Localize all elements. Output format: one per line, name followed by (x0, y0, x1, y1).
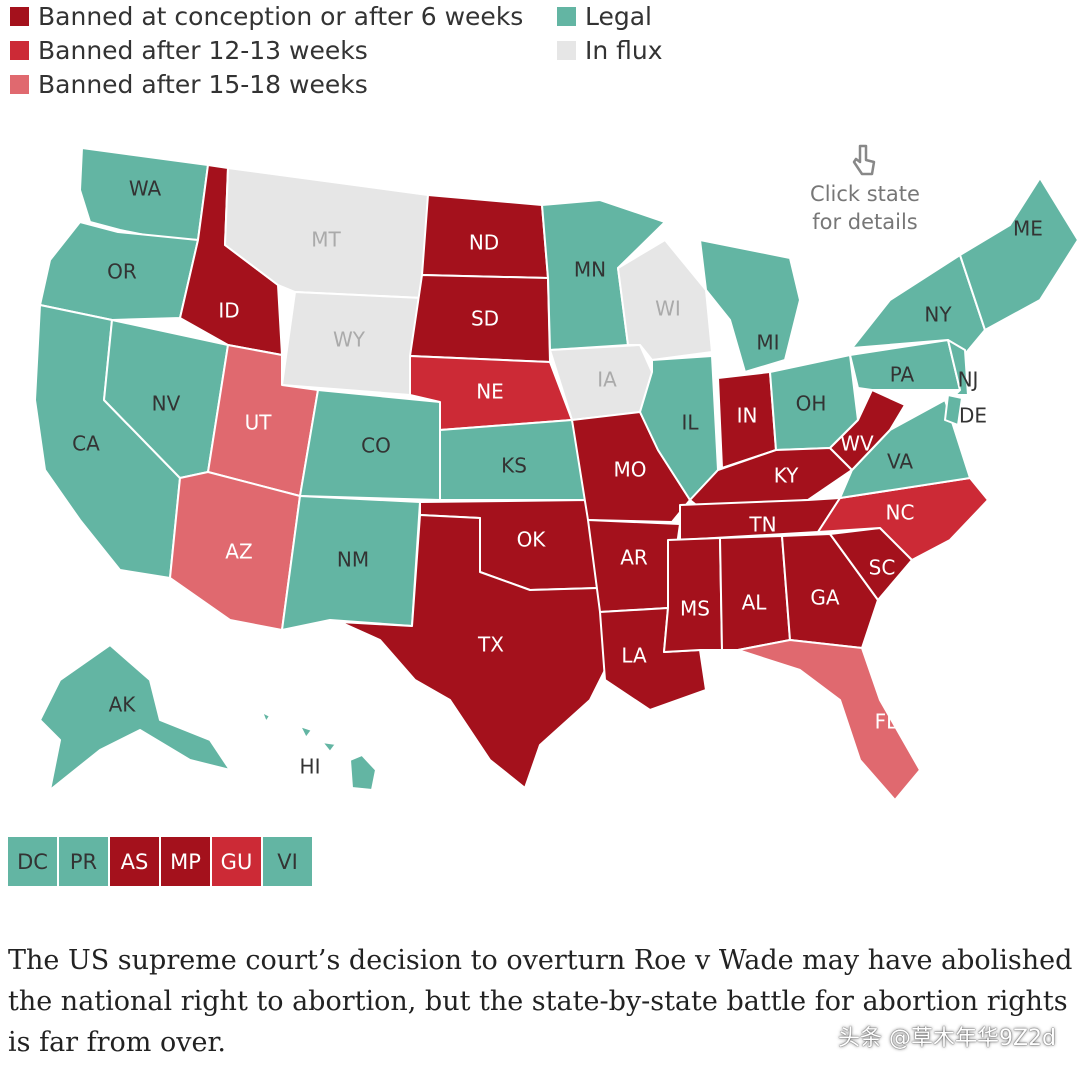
state-label-VA: VA (887, 450, 913, 474)
state-NJ[interactable] (947, 339, 969, 396)
legend-label: Banned at conception or after 6 weeks (38, 2, 524, 31)
state-labels: WA OR CA NV ID MT WY UT AZ CO NM ND SD NE KS OK TX MN IA MO… (72, 177, 1043, 779)
hint-line-1: Click state (810, 182, 920, 206)
legend-label: Legal (585, 2, 653, 31)
legend-item-in-flux: In flux (557, 36, 663, 65)
state-AK[interactable] (39, 644, 231, 791)
state-label-GA: GA (810, 586, 839, 610)
territory-MP[interactable]: MP (161, 837, 210, 886)
state-label-IN: IN (737, 404, 758, 428)
state-label-SD: SD (471, 307, 499, 331)
state-label-OH: OH (796, 392, 827, 416)
state-label-TN: TN (748, 513, 776, 537)
state-label-WI: WI (655, 297, 681, 321)
state-label-WA: WA (129, 177, 162, 201)
state-label-AK: AK (109, 693, 137, 717)
state-label-MN: MN (574, 258, 606, 282)
hint-line-2: for details (812, 210, 918, 234)
state-label-IL: IL (681, 411, 699, 435)
territory-boxes: DC PR AS MP GU VI (8, 837, 314, 886)
state-label-WY: WY (333, 328, 366, 352)
state-label-OK: OK (517, 528, 547, 552)
state-label-ME: ME (1013, 217, 1043, 241)
state-label-IA: IA (597, 368, 617, 392)
state-label-FL: FL (875, 710, 899, 734)
state-MI[interactable] (699, 239, 801, 373)
legend-label: Banned after 12-13 weeks (38, 36, 368, 65)
state-label-AZ: AZ (225, 540, 252, 564)
state-label-LA: LA (621, 644, 647, 668)
state-label-SC: SC (869, 556, 896, 580)
legend-swatch (557, 41, 576, 60)
state-label-NE: NE (476, 380, 504, 404)
state-label-KS: KS (501, 454, 527, 478)
state-label-PA: PA (890, 363, 915, 387)
state-label-HI: HI (300, 755, 321, 779)
state-label-DE: DE (959, 404, 987, 428)
state-FL[interactable] (737, 639, 921, 801)
map-legend: Banned at conception or after 6 weeks Ba… (0, 0, 700, 110)
state-label-UT: UT (245, 411, 273, 435)
legend-swatch (557, 7, 576, 26)
territory-AS[interactable]: AS (110, 837, 159, 886)
state-label-NJ: NJ (958, 368, 979, 392)
state-label-TX: TX (477, 633, 504, 657)
state-label-MT: MT (311, 228, 341, 252)
state-label-WV: WV (840, 432, 874, 456)
state-WI[interactable] (617, 239, 713, 361)
state-label-MO: MO (614, 458, 647, 482)
article-caption: The US supreme court’s decision to overt… (8, 945, 1073, 1058)
legend-swatch (10, 41, 29, 60)
state-DE[interactable] (944, 394, 963, 426)
state-PA[interactable] (849, 339, 961, 391)
state-label-AL: AL (742, 591, 768, 615)
state-WV[interactable] (829, 389, 906, 471)
legend-item-legal: Legal (557, 2, 652, 31)
territory-DC[interactable]: DC (8, 837, 57, 886)
click-state-hint: Click state for details (790, 140, 940, 236)
state-label-NM: NM (337, 548, 369, 572)
territory-PR[interactable]: PR (59, 837, 108, 886)
legend-swatch (10, 7, 29, 26)
state-TX[interactable] (339, 514, 611, 789)
territory-GU[interactable]: GU (212, 837, 261, 886)
state-label-OR: OR (107, 260, 137, 284)
pointer-hand-icon (852, 144, 876, 176)
legend-label: In flux (585, 36, 663, 65)
state-label-MS: MS (680, 597, 710, 621)
state-OR[interactable] (39, 221, 199, 321)
legend-swatch (10, 75, 29, 94)
watermark: 头条 @草木年华9Z2d (837, 1026, 1056, 1051)
state-HI-islands[interactable] (261, 711, 337, 753)
legend-item-banned-12-weeks: Banned after 12-13 weeks (10, 36, 368, 65)
legend-item-banned-6-weeks: Banned at conception or after 6 weeks (10, 2, 523, 31)
state-label-NV: NV (152, 392, 181, 416)
territory-VI[interactable]: VI (263, 837, 312, 886)
us-abortion-map: WA OR CA NV ID MT WY UT AZ CO NM ND SD NE KS OK TX MN IA MO… (34, 147, 1079, 801)
legend-label: Banned after 15-18 weeks (38, 70, 368, 99)
state-label-ND: ND (469, 231, 499, 255)
state-label-CO: CO (361, 434, 391, 458)
state-label-AR: AR (620, 546, 648, 570)
state-GA[interactable] (781, 533, 879, 649)
state-IL[interactable] (639, 355, 719, 501)
state-label-NC: NC (886, 501, 915, 525)
state-label-MI: MI (756, 331, 779, 355)
state-label-NY: NY (924, 303, 952, 327)
state-HI[interactable] (349, 754, 377, 791)
state-MS[interactable] (663, 537, 723, 653)
state-label-KY: KY (774, 464, 799, 488)
state-label-CA: CA (72, 432, 100, 456)
legend-item-banned-15-weeks: Banned after 15-18 weeks (10, 70, 368, 99)
state-ME[interactable] (959, 177, 1079, 331)
state-label-ID: ID (218, 299, 239, 323)
